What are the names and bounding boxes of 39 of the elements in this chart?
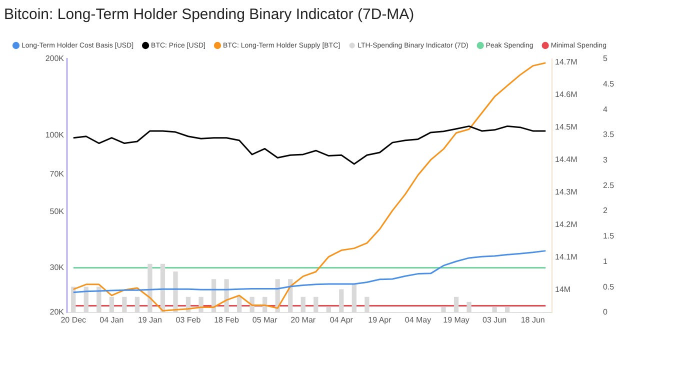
x-tick-label: 04 Apr bbox=[330, 315, 354, 324]
x-tick-label: 05 Mar bbox=[252, 315, 278, 324]
y2-tick-label: 14.1M bbox=[555, 252, 578, 262]
chart-title: Bitcoin: Long-Term Holder Spending Binary Indicator (7D-MA) bbox=[4, 6, 414, 24]
x-tick-label: 03 Feb bbox=[176, 315, 202, 324]
x-tick-label: 03 Jun bbox=[482, 315, 507, 324]
y-tick-label: 30K bbox=[50, 262, 65, 272]
x-tick-label: 18 Jun bbox=[520, 315, 545, 324]
y2-tick-label: 14.7M bbox=[555, 57, 578, 66]
y2-tick-label: 14.3M bbox=[555, 188, 578, 197]
y2-tick-label: 14.2M bbox=[555, 220, 578, 230]
x-tick-label: 04 May bbox=[404, 315, 432, 324]
y-tick-label: 50K bbox=[50, 206, 65, 216]
y-tick-label: 100K bbox=[45, 130, 65, 140]
y-tick-label: 20K bbox=[50, 308, 65, 317]
x-tick-label: 04 Jan bbox=[100, 315, 124, 324]
y3-tick-label: 1 bbox=[603, 256, 608, 266]
y3-tick-label: 3.5 bbox=[603, 130, 615, 140]
y3-tick-label: 1.5 bbox=[603, 232, 615, 241]
x-tick-label: 19 Apr bbox=[368, 315, 392, 324]
y2-tick-label: 14.6M bbox=[555, 90, 578, 99]
x-tick-label: 19 Jan bbox=[138, 315, 162, 324]
x-tick-label: 20 Dec bbox=[60, 315, 86, 324]
y3-tick-label: 0.5 bbox=[603, 282, 615, 292]
y2-tick-label: 14M bbox=[555, 285, 571, 294]
y2-tick-label: 14.5M bbox=[555, 122, 578, 132]
y3-tick-label: 4 bbox=[603, 104, 608, 114]
y-tick-label: 70K bbox=[50, 170, 65, 179]
y-tick-label: 200K bbox=[45, 54, 65, 64]
x-tick-label: 20 Mar bbox=[290, 315, 316, 324]
y3-tick-label: 2.5 bbox=[603, 180, 615, 190]
y3-tick-label: 4.5 bbox=[603, 80, 615, 89]
x-tick-label: 19 May bbox=[443, 315, 470, 324]
y3-tick-label: 2 bbox=[603, 206, 608, 216]
y3-tick-label: 5 bbox=[603, 54, 608, 64]
y3-tick-label: 3 bbox=[603, 156, 608, 165]
y3-tick-label: 0 bbox=[603, 308, 608, 317]
y2-tick-label: 14.4M bbox=[555, 155, 578, 164]
x-tick-label: 18 Feb bbox=[214, 315, 240, 324]
